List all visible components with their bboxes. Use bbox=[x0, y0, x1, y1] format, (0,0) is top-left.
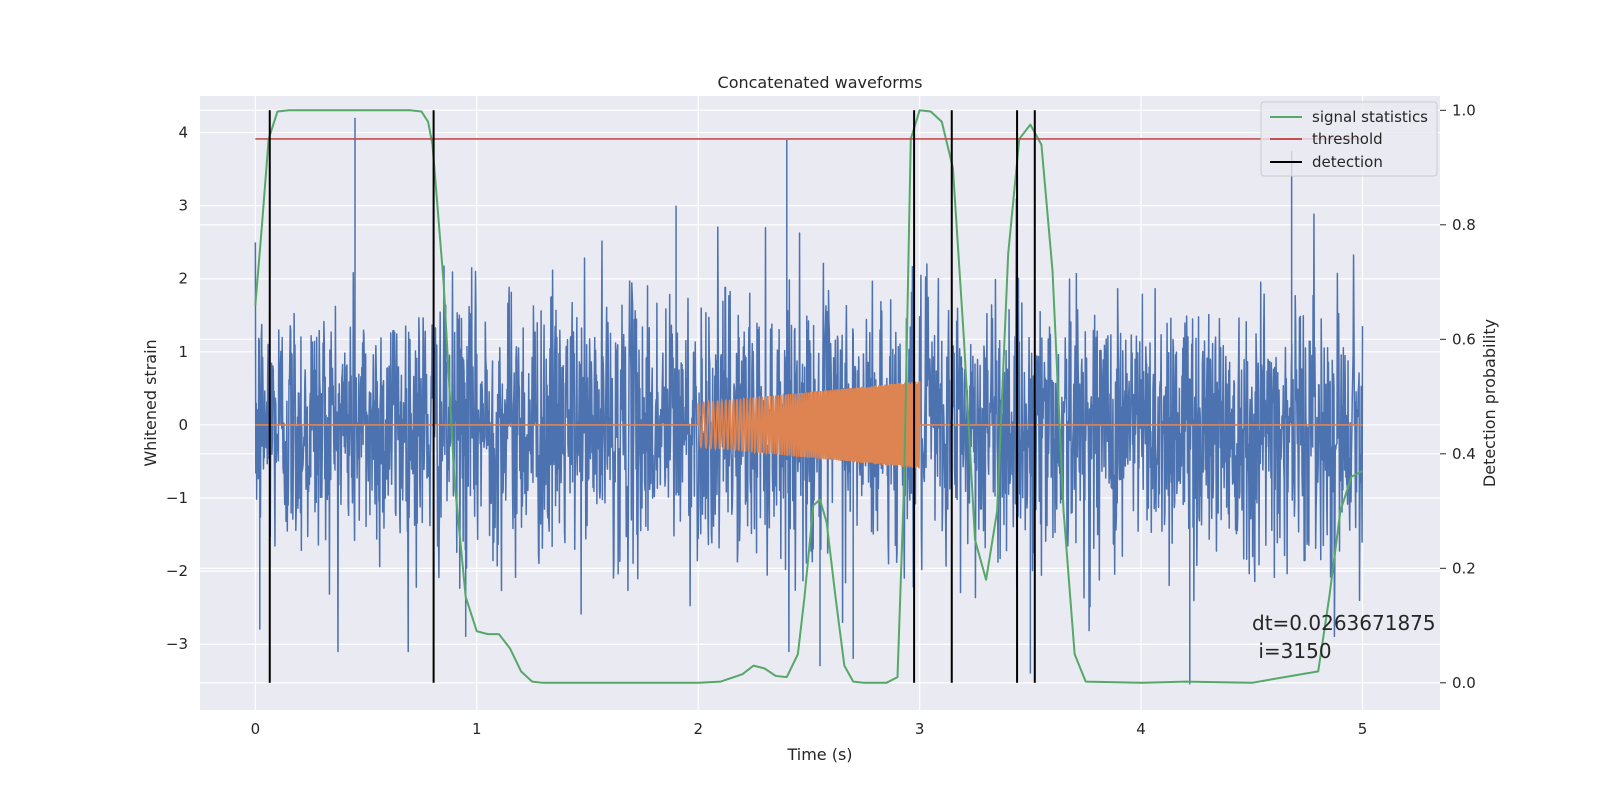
legend: signal statistics threshold detection bbox=[1260, 101, 1438, 177]
x-tick-label: 1 bbox=[472, 720, 482, 738]
x-axis-title: Time (s) bbox=[786, 745, 852, 764]
signal-statistics-series bbox=[254, 109, 1363, 684]
y-right-tick-label: 1.0 bbox=[1452, 101, 1476, 119]
x-tick-label: 2 bbox=[693, 720, 703, 738]
signal-statistics-line bbox=[254, 109, 1363, 684]
y-axis-title: Whitened strain bbox=[141, 339, 160, 466]
detection-series bbox=[268, 110, 1036, 683]
y-tick-label: 4 bbox=[178, 124, 188, 142]
legend-box bbox=[1260, 101, 1438, 177]
dt-annotation: dt=0.0263671875 bbox=[1252, 611, 1436, 635]
y-tick-label: −1 bbox=[166, 489, 188, 507]
x-tick-label: 0 bbox=[251, 720, 261, 738]
y-right-tick-label: 0.8 bbox=[1452, 216, 1476, 234]
legend-label-signal-statistics: signal statistics bbox=[1312, 108, 1428, 126]
strain-series bbox=[254, 117, 1364, 685]
y-right-tick-label: 0.4 bbox=[1452, 445, 1476, 463]
strain-line bbox=[254, 117, 1364, 685]
y-right-tick-label: 0.0 bbox=[1452, 674, 1476, 692]
waveform-line bbox=[255, 381, 1363, 469]
y-tick-label: −2 bbox=[166, 562, 188, 580]
y-tick-label: −3 bbox=[166, 635, 188, 653]
legend-label-detection: detection bbox=[1312, 153, 1383, 171]
y-tick-label: 3 bbox=[178, 197, 188, 215]
y-tick-label: 2 bbox=[178, 270, 188, 288]
x-tick-label: 3 bbox=[915, 720, 925, 738]
y-tick-label: 0 bbox=[178, 416, 188, 434]
legend-label-threshold: threshold bbox=[1312, 130, 1383, 148]
y-right-tick-label: 0.2 bbox=[1452, 559, 1476, 577]
axis-ticks: 0 1 2 3 4 5 4 3 2 1 0 −1 −2 −3 1.0 0.8 0.6 0.4 0.2 0.0 bbox=[166, 101, 1476, 738]
waveform-series bbox=[255, 381, 1363, 469]
y-axis-right-title: Detection probability bbox=[1480, 319, 1499, 487]
x-tick-label: 5 bbox=[1358, 720, 1368, 738]
y-tick-label: 1 bbox=[178, 343, 188, 361]
index-annotation: i=3150 bbox=[1252, 639, 1332, 663]
x-tick-label: 4 bbox=[1136, 720, 1146, 738]
chart-title: Concatenated waveforms bbox=[718, 73, 923, 92]
y-right-tick-label: 0.6 bbox=[1452, 330, 1476, 348]
